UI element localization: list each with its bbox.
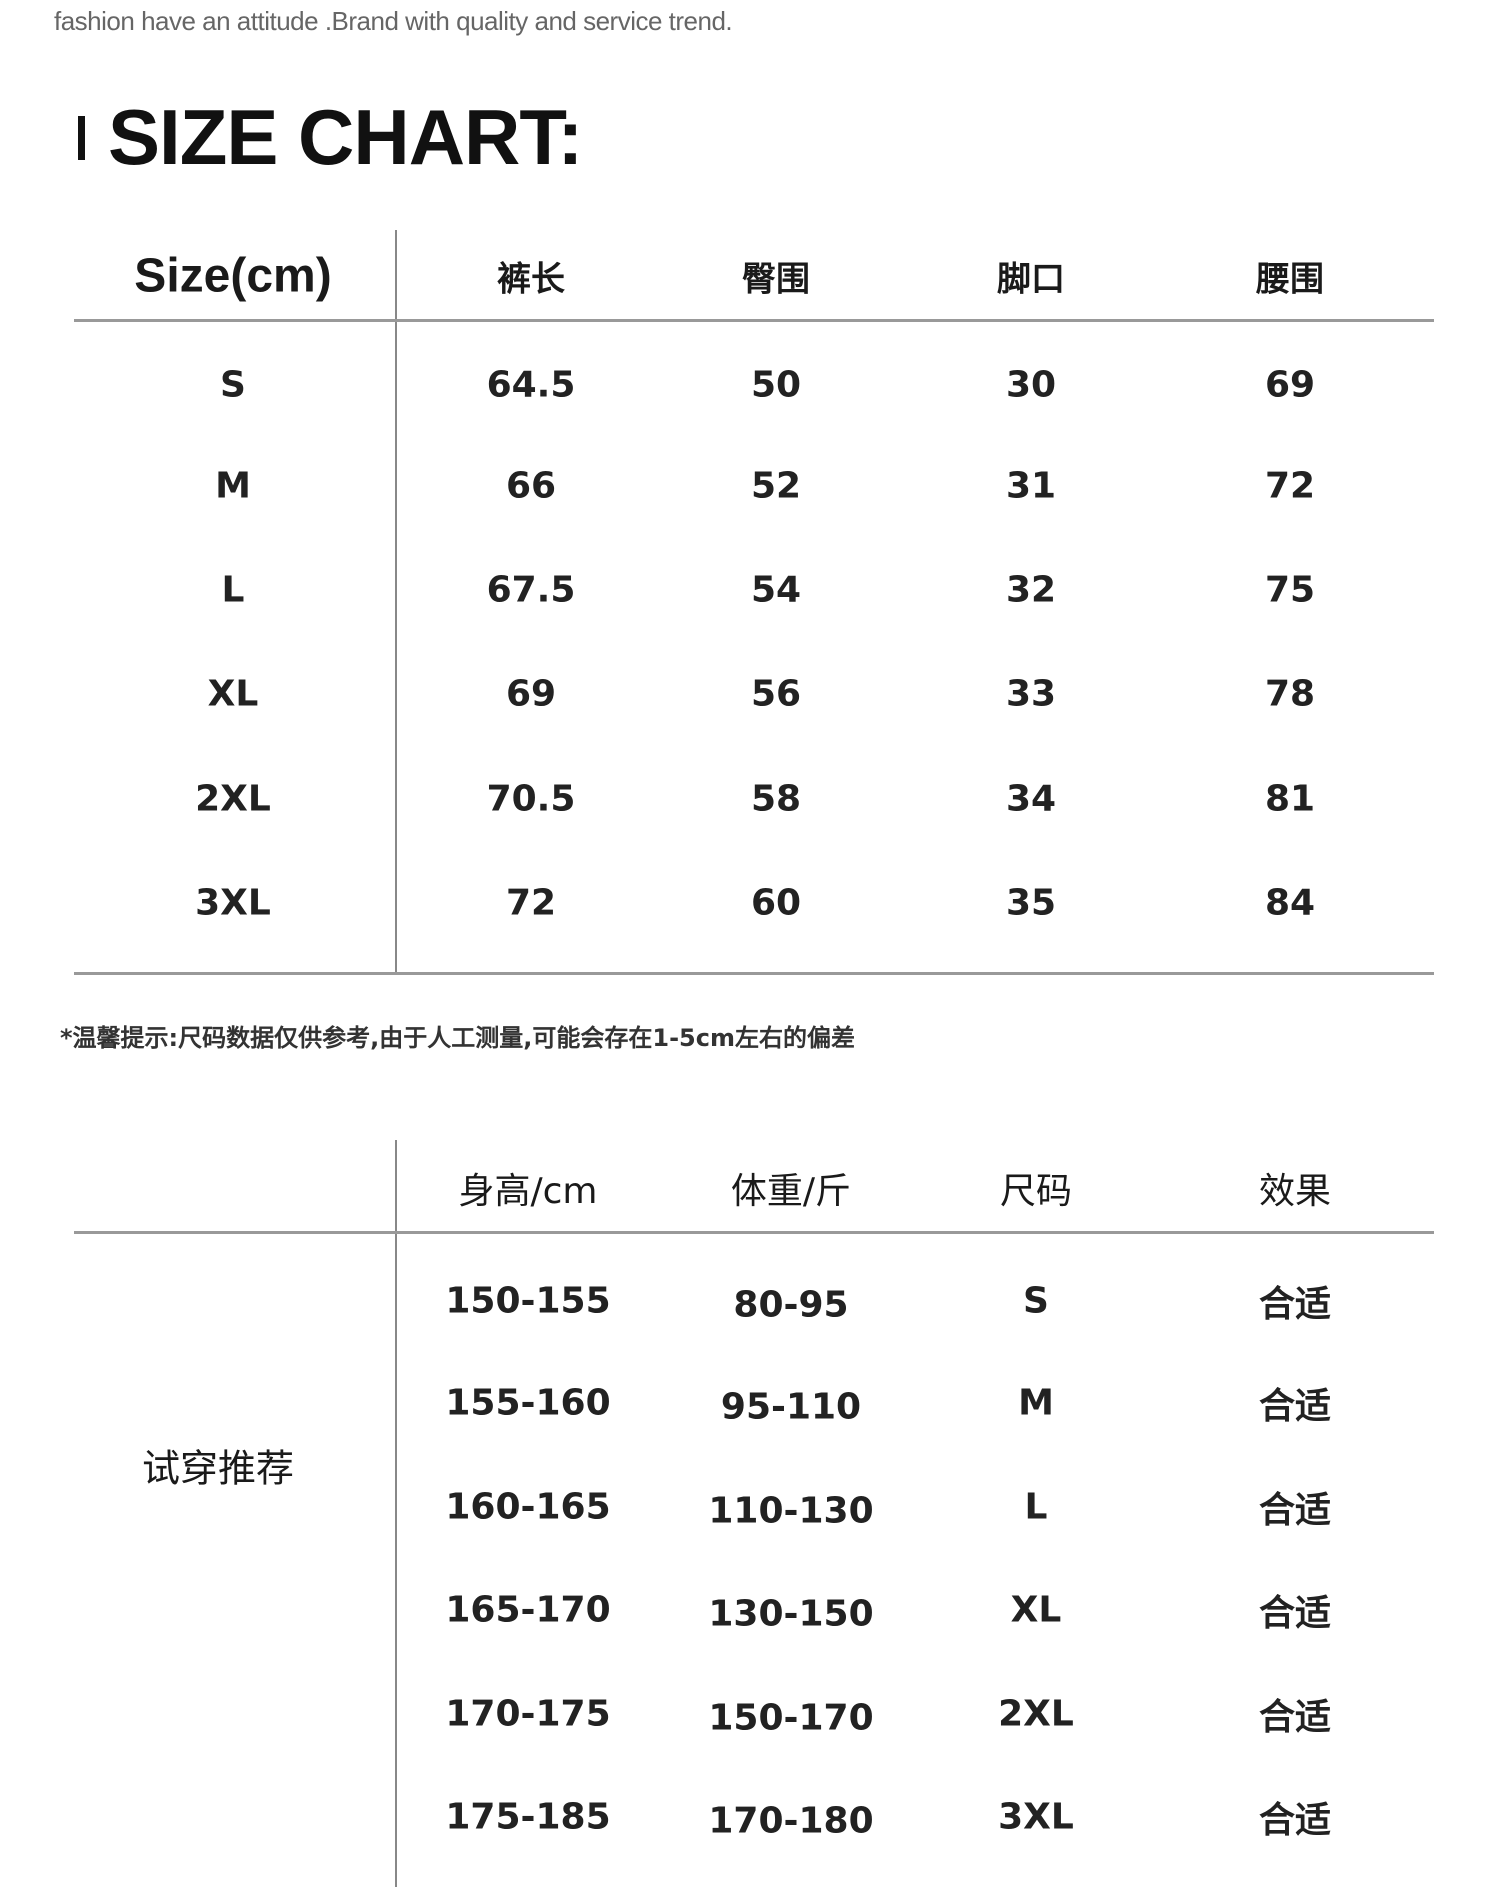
table-cell: 2XL	[195, 778, 271, 820]
table-cell: 3XL	[998, 1796, 1074, 1838]
table-cell: 110-130	[708, 1490, 874, 1532]
table-cell: 31	[1005, 465, 1057, 507]
table-cell: 78	[1264, 673, 1316, 715]
column-header: 脚口	[997, 259, 1065, 300]
table-cell: 84	[1264, 882, 1316, 924]
table-cell: 75	[1264, 569, 1316, 611]
table-cell: 合适	[1258, 1284, 1332, 1325]
table-cell: 80-95	[733, 1284, 849, 1326]
table-cell: 32	[1005, 569, 1057, 611]
table-cell: S	[1023, 1280, 1049, 1322]
table-cell: XL	[1010, 1589, 1062, 1631]
table-cell: M	[1018, 1382, 1054, 1424]
table-cell: 155-160	[445, 1382, 611, 1424]
table-cell: 合适	[1258, 1490, 1332, 1531]
column-header: 效果	[1258, 1171, 1332, 1212]
column-header: 臀围	[742, 259, 810, 300]
table-cell: 58	[750, 778, 802, 820]
table-cell: 72	[1264, 465, 1316, 507]
table-cell: 50	[750, 364, 802, 406]
header-divider	[74, 319, 1434, 322]
table-cell: 合适	[1258, 1386, 1332, 1427]
column-header: 身高/cm	[458, 1171, 598, 1212]
table-cell: 81	[1264, 778, 1316, 820]
table-cell: 160-165	[445, 1486, 611, 1528]
table-cell: XL	[207, 673, 259, 715]
table-cell: 130-150	[708, 1593, 874, 1635]
table-bottom-border	[74, 972, 1434, 975]
table-cell: 170-175	[445, 1693, 611, 1735]
tagline: fashion have an attitude .Brand with qua…	[54, 6, 733, 36]
table-cell: 150-170	[708, 1697, 874, 1739]
table-cell: 60	[750, 882, 802, 924]
table-cell: 69	[505, 673, 557, 715]
table-cell: 合适	[1258, 1800, 1332, 1841]
table-cell: 2XL	[998, 1693, 1074, 1735]
table-cell: 54	[750, 569, 802, 611]
table-cell: 66	[505, 465, 557, 507]
table-cell: L	[1024, 1486, 1048, 1528]
table-cell: 175-185	[445, 1796, 611, 1838]
column-header: 尺码	[999, 1171, 1073, 1212]
table-cell: 35	[1005, 882, 1057, 924]
column-header: 体重/斤	[730, 1171, 852, 1212]
table-cell: S	[220, 364, 246, 406]
table-cell: 33	[1005, 673, 1057, 715]
table-cell: 合适	[1258, 1697, 1332, 1738]
title-accent-bar	[78, 116, 85, 160]
table-cell: 64.5	[486, 364, 576, 406]
measurement-note: *温馨提示:尺码数据仅供参考,由于人工测量,可能会存在1-5cm左右的偏差	[60, 1024, 855, 1052]
table-cell: 3XL	[195, 882, 271, 924]
row-label: 试穿推荐	[141, 1446, 295, 1491]
column-divider	[395, 1140, 397, 1887]
table-cell: 34	[1005, 778, 1057, 820]
column-header: 腰围	[1256, 259, 1324, 300]
table-cell: 52	[750, 465, 802, 507]
table-cell: 56	[750, 673, 802, 715]
table-cell: M	[215, 465, 251, 507]
table-cell: 170-180	[708, 1800, 874, 1842]
table-cell: L	[221, 569, 245, 611]
table-cell: 合适	[1258, 1593, 1332, 1634]
table-cell: 70.5	[486, 778, 576, 820]
table-cell: 67.5	[486, 569, 576, 611]
column-header: 裤长	[497, 259, 565, 300]
table-cell: 165-170	[445, 1589, 611, 1631]
page-title: SIZE CHART:	[108, 93, 583, 181]
table-cell: 150-155	[445, 1280, 611, 1322]
table-cell: 95-110	[720, 1386, 862, 1428]
table-cell: 72	[505, 882, 557, 924]
column-divider	[395, 230, 397, 975]
header-divider	[74, 1231, 1434, 1234]
table-cell: 30	[1005, 364, 1057, 406]
column-header: Size(cm)	[134, 249, 332, 303]
table-cell: 69	[1264, 364, 1316, 406]
